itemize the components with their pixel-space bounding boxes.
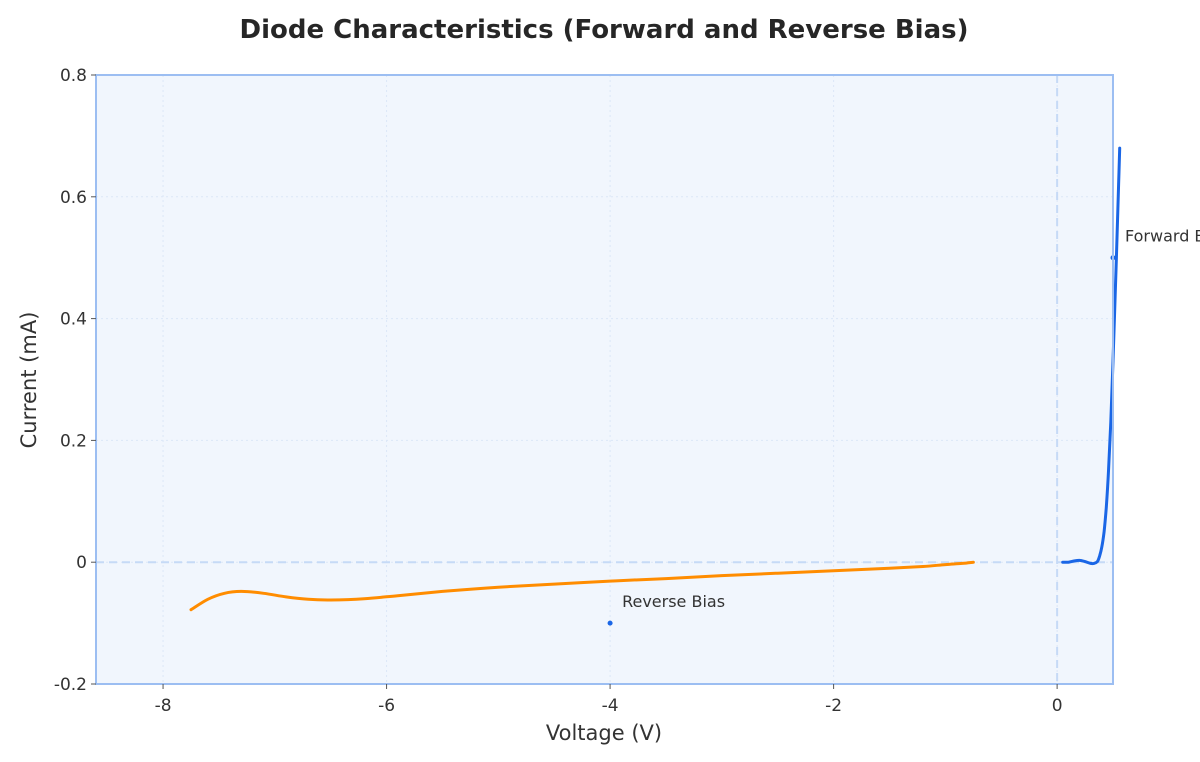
x-tick-label: -8 [155, 696, 172, 716]
y-tick-label: 0.2 [60, 431, 87, 451]
y-axis-ticks: -0.2 0 0.2 0.4 0.6 0.8 [54, 66, 96, 695]
y-tick-label: -0.2 [54, 675, 87, 695]
x-tick-label: -4 [602, 696, 619, 716]
annotation-point [607, 620, 613, 626]
chart-title: Diode Characteristics (Forward and Rever… [239, 15, 968, 45]
y-tick-label: 0.4 [60, 310, 87, 330]
y-tick-label: 0.6 [60, 188, 87, 208]
annotations: Forward Bias Reverse Bias [607, 227, 1200, 626]
y-axis-label: Current (mA) [17, 312, 41, 449]
x-axis-ticks: -8 -6 -4 -2 0 [155, 684, 1063, 716]
annotation-label: Forward Bias [1125, 227, 1200, 246]
grid-lines [96, 74, 1113, 685]
reference-lines [96, 75, 1113, 684]
x-tick-label: -2 [825, 696, 842, 716]
annotation-label: Reverse Bias [622, 592, 725, 611]
y-tick-label: 0.8 [60, 66, 87, 86]
plot-frame [95, 74, 1114, 685]
series-line-1 [189, 560, 975, 612]
x-tick-label: -6 [378, 696, 395, 716]
series-layer [189, 146, 1122, 612]
x-axis-label: Voltage (V) [546, 721, 662, 745]
series-line-2 [1061, 146, 1122, 566]
y-tick-label: 0 [76, 553, 87, 573]
x-tick-label: 0 [1052, 696, 1063, 716]
